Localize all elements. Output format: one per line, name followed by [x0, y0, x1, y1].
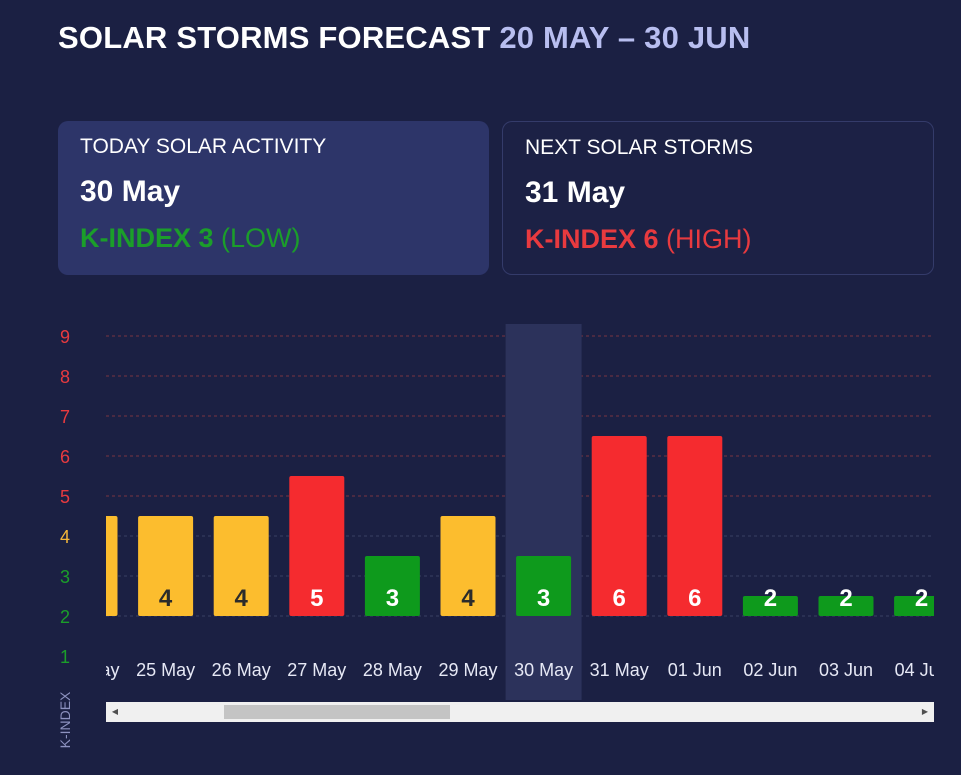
data-label: 3 — [537, 585, 550, 612]
bar — [289, 476, 345, 616]
bar — [364, 556, 420, 616]
highlight-column — [505, 324, 582, 700]
next-storms-card: NEXT SOLAR STORMS 31 May K-INDEX 6 (HIGH… — [502, 121, 934, 275]
y-tick-label: 8 — [60, 367, 70, 387]
x-tick-label: 27 May — [287, 660, 346, 680]
x-tick-label: 29 May — [438, 660, 497, 680]
y-tick-label: 9 — [60, 327, 70, 347]
data-label: 5 — [310, 585, 323, 612]
scroll-right-icon[interactable]: ▶ — [921, 707, 929, 716]
title-date-range: 20 MAY – 30 JUN — [499, 20, 751, 55]
data-label: 3 — [386, 585, 399, 612]
bar — [106, 516, 118, 616]
next-card-date: 31 May — [525, 176, 626, 209]
today-k-level: (LOW) — [221, 223, 301, 253]
data-label: 4 — [461, 585, 475, 612]
x-tick-label: 25 May — [136, 660, 195, 680]
bar — [138, 516, 194, 616]
data-label: 2 — [764, 585, 777, 612]
page-title: SOLAR STORMS FORECAST 20 MAY – 30 JUN — [58, 20, 750, 56]
x-tick-label: 03 Jun — [819, 660, 873, 680]
y-tick-label: 6 — [60, 447, 70, 467]
y-tick-label: 4 — [60, 527, 70, 547]
today-k-value: K-INDEX 3 — [80, 223, 214, 253]
next-k-index: K-INDEX 6 (HIGH) — [525, 224, 911, 255]
next-k-level: (HIGH) — [666, 224, 752, 254]
y-tick-label: 3 — [60, 567, 70, 587]
data-label: 6 — [613, 585, 626, 612]
data-label: 4 — [159, 585, 173, 612]
x-tick-label: 02 Jun — [743, 660, 797, 680]
today-card-label: TODAY SOLAR ACTIVITY — [80, 135, 327, 158]
scroll-thumb[interactable] — [224, 705, 450, 719]
bars-group: 4 24 May 4 25 May 4 26 May 5 27 May 3 28 May 4 29 M… — [60, 324, 949, 700]
y-tick-label: 7 — [60, 407, 70, 427]
today-activity-card: TODAY SOLAR ACTIVITY 30 May K-INDEX 3 (L… — [58, 121, 489, 275]
next-card-label: NEXT SOLAR STORMS — [525, 136, 753, 159]
x-tick-label: 28 May — [363, 660, 422, 680]
bar — [818, 596, 874, 616]
y-axis-label: K-INDEX — [57, 691, 73, 748]
x-tick-label: 26 May — [212, 660, 271, 680]
bar — [440, 516, 496, 616]
x-tick-label: 04 Jun — [895, 660, 949, 680]
x-tick-label: 31 May — [590, 660, 649, 680]
bar — [742, 596, 798, 616]
data-label: 2 — [915, 585, 928, 612]
x-tick-label: 24 May — [60, 660, 119, 680]
bar — [667, 436, 723, 616]
chart-scrollbar[interactable]: ◀ ▶ — [106, 702, 934, 722]
y-tick-label: 2 — [60, 607, 70, 627]
data-label: 2 — [839, 585, 852, 612]
data-label: 4 — [83, 585, 97, 612]
bar — [213, 516, 269, 616]
title-text: SOLAR STORMS FORECAST — [58, 20, 491, 55]
next-k-value: K-INDEX 6 — [525, 224, 659, 254]
data-label: 6 — [688, 585, 701, 612]
bar — [894, 596, 934, 616]
x-tick-label: 01 Jun — [668, 660, 722, 680]
today-card-date: 30 May — [80, 175, 181, 208]
today-k-index: K-INDEX 3 (LOW) — [80, 223, 467, 254]
y-tick-label: 1 — [60, 647, 70, 667]
data-label: 4 — [235, 585, 249, 612]
y-tick-label: 5 — [60, 487, 70, 507]
x-tick-label: 30 May — [514, 660, 573, 680]
bar — [591, 436, 647, 616]
scroll-left-icon[interactable]: ◀ — [111, 707, 119, 716]
bar — [516, 556, 572, 616]
